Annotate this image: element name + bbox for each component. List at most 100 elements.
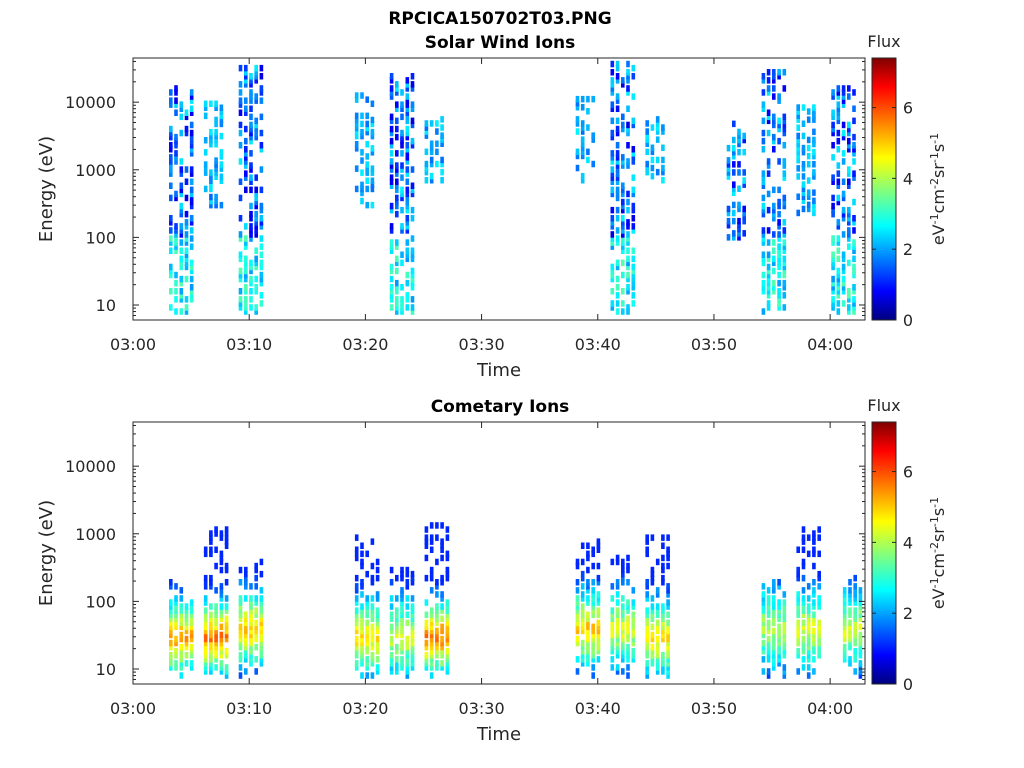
heatmap-cell bbox=[395, 150, 399, 157]
heatmap-cell bbox=[836, 93, 841, 100]
unit-base: eV bbox=[929, 588, 948, 609]
heatmap-cell bbox=[661, 566, 665, 574]
heatmap-cell bbox=[179, 231, 184, 238]
heatmap-cell bbox=[812, 603, 816, 610]
heatmap-cell bbox=[209, 583, 213, 590]
heatmap-cell bbox=[429, 623, 434, 631]
x-tick-label: 03:10 bbox=[226, 335, 272, 354]
heatmap-cell bbox=[645, 591, 649, 598]
heatmap-cell bbox=[801, 161, 806, 168]
heatmap-cell bbox=[174, 243, 178, 250]
heatmap-cell bbox=[615, 154, 620, 161]
heatmap-cell bbox=[666, 672, 670, 679]
heatmap-cell bbox=[782, 615, 787, 622]
heatmap-cell bbox=[782, 639, 787, 647]
heatmap-cell bbox=[777, 615, 781, 622]
heatmap-cell bbox=[219, 558, 224, 566]
heatmap-cell bbox=[621, 603, 625, 610]
heatmap-cell bbox=[761, 170, 766, 177]
heatmap-cell bbox=[219, 201, 224, 209]
heatmap-cell bbox=[831, 178, 835, 185]
heatmap-cell bbox=[365, 635, 369, 643]
heatmap-cell bbox=[179, 635, 184, 643]
heatmap-cell bbox=[806, 615, 811, 622]
heatmap-cell bbox=[424, 120, 429, 127]
heatmap-cell bbox=[841, 255, 846, 263]
heatmap-cell bbox=[650, 156, 655, 164]
heatmap-cell bbox=[209, 652, 213, 659]
heatmap-cell bbox=[400, 296, 404, 303]
heatmap-cell bbox=[586, 579, 590, 586]
heatmap-cell bbox=[365, 619, 369, 627]
heatmap-cell bbox=[610, 271, 615, 279]
heatmap-cell bbox=[661, 177, 665, 184]
heatmap-cell bbox=[424, 660, 429, 667]
heatmap-cell bbox=[615, 554, 620, 562]
heatmap-cell bbox=[858, 635, 863, 643]
heatmap-cell bbox=[184, 255, 189, 263]
heatmap-cell bbox=[801, 627, 806, 635]
heatmap-cell bbox=[772, 583, 776, 590]
heatmap-cell bbox=[766, 85, 771, 92]
heatmap-cell bbox=[782, 284, 787, 291]
heatmap-cell bbox=[389, 611, 394, 618]
heatmap-cell bbox=[249, 611, 253, 618]
heatmap-cell bbox=[360, 157, 364, 164]
heatmap-cell bbox=[796, 132, 800, 140]
heatmap-cell bbox=[375, 558, 380, 566]
heatmap-cell bbox=[219, 631, 224, 639]
heatmap-cell bbox=[586, 124, 590, 131]
heatmap-cell bbox=[400, 251, 404, 258]
heatmap-cell bbox=[360, 591, 364, 598]
heatmap-cell bbox=[777, 259, 781, 267]
heatmap-cell bbox=[586, 652, 590, 659]
heatmap-cell bbox=[626, 105, 630, 112]
heatmap-cell bbox=[796, 652, 800, 659]
heatmap-cell bbox=[761, 595, 766, 602]
heatmap-cell bbox=[626, 125, 630, 133]
heatmap-cell bbox=[179, 664, 184, 671]
heatmap-cell bbox=[360, 169, 364, 176]
heatmap-cell bbox=[650, 611, 655, 618]
heatmap-cell bbox=[655, 648, 660, 655]
heatmap-cell bbox=[169, 219, 173, 226]
heatmap-cell bbox=[169, 154, 173, 161]
heatmap-cell bbox=[655, 668, 660, 675]
heatmap-cell bbox=[796, 144, 800, 152]
heatmap-cell bbox=[847, 243, 851, 250]
colorbar-tick-label: 2 bbox=[903, 240, 913, 259]
heatmap-cell bbox=[831, 284, 835, 291]
heatmap-cell bbox=[365, 570, 369, 578]
heatmap-cell bbox=[219, 639, 224, 647]
heatmap-cell bbox=[244, 243, 248, 250]
heatmap-cell bbox=[655, 116, 660, 123]
heatmap-cell bbox=[365, 599, 369, 606]
heatmap-cell bbox=[405, 255, 410, 263]
heatmap-cell bbox=[615, 668, 620, 675]
heatmap-cell bbox=[184, 231, 189, 238]
heatmap-cell bbox=[179, 129, 184, 137]
heatmap-cell bbox=[395, 105, 399, 112]
heatmap-cell bbox=[370, 643, 375, 651]
heatmap-cell bbox=[224, 668, 229, 675]
heatmap-cell bbox=[405, 279, 410, 287]
heatmap-cell bbox=[249, 97, 253, 104]
heatmap-cell bbox=[575, 120, 580, 127]
heatmap-cell bbox=[214, 157, 218, 164]
heatmap-cell bbox=[626, 275, 630, 283]
heatmap-cell bbox=[766, 292, 771, 299]
heatmap-cell bbox=[238, 158, 243, 165]
heatmap-cell bbox=[777, 97, 781, 104]
heatmap-cell bbox=[189, 603, 194, 610]
heatmap-cell bbox=[858, 615, 863, 622]
heatmap-cell bbox=[853, 595, 857, 602]
heatmap-cell bbox=[429, 627, 434, 635]
heatmap-cell bbox=[626, 69, 630, 76]
heatmap-cell bbox=[610, 219, 615, 226]
heatmap-cell bbox=[354, 652, 359, 659]
heatmap-cell bbox=[259, 660, 264, 667]
heatmap-cell bbox=[400, 587, 404, 594]
heatmap-cell bbox=[615, 174, 620, 181]
heatmap-cell bbox=[244, 619, 248, 627]
heatmap-cell bbox=[655, 643, 660, 651]
